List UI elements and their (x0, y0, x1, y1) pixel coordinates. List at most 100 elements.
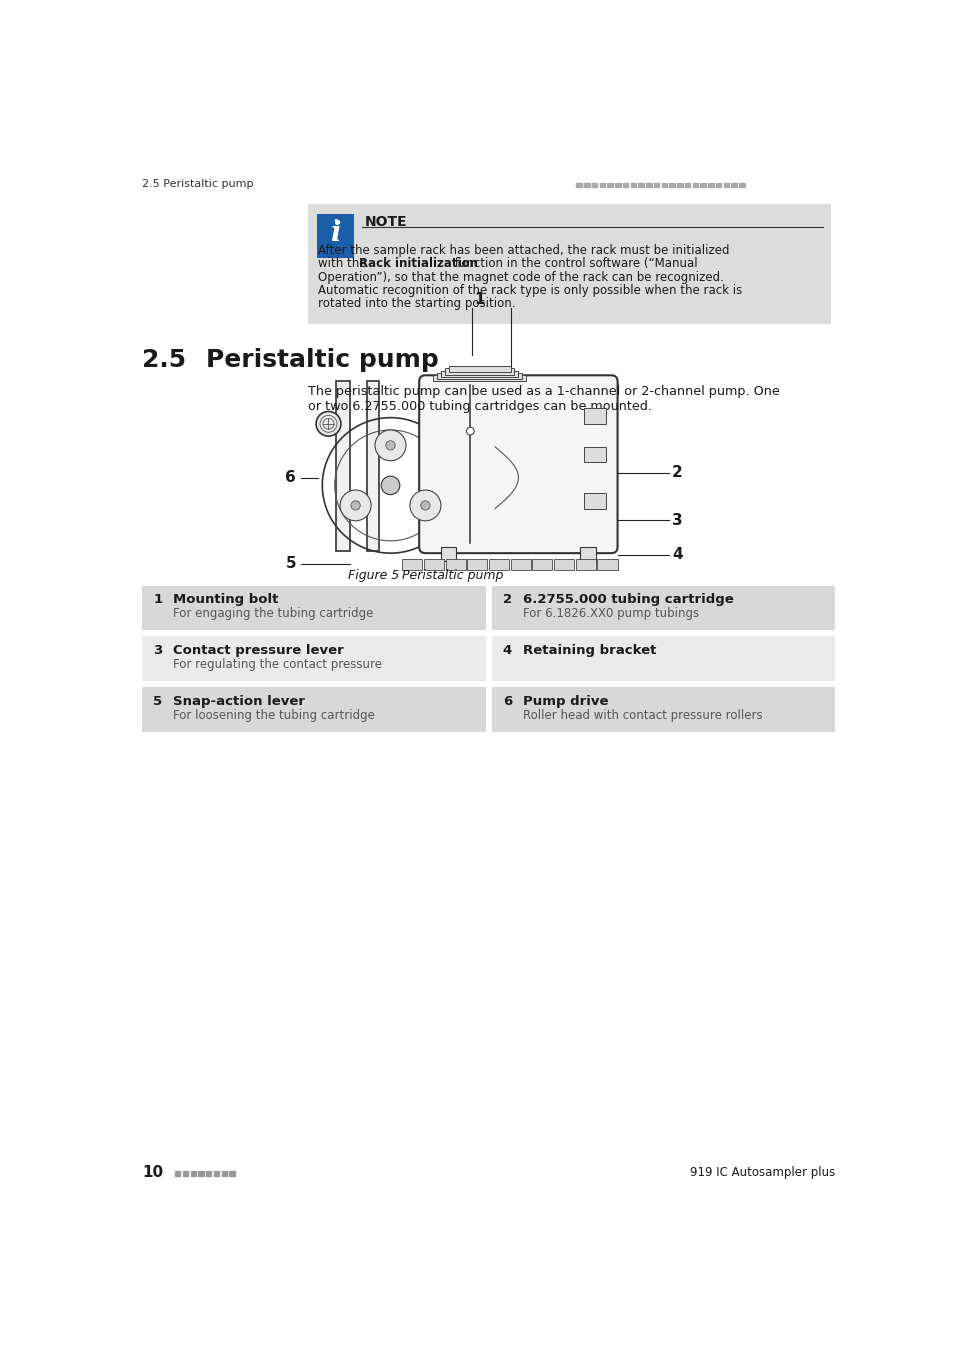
Text: Figure 5: Figure 5 (348, 568, 399, 582)
Text: Retaining bracket: Retaining bracket (522, 644, 656, 657)
Text: with the: with the (318, 258, 371, 270)
Text: Contact pressure lever: Contact pressure lever (173, 644, 344, 657)
Bar (707, 182, 713, 186)
Bar (575, 559, 596, 570)
Text: NOTE: NOTE (365, 215, 407, 230)
Bar (661, 182, 666, 186)
Bar (488, 559, 509, 570)
Bar (440, 371, 517, 377)
Text: 3: 3 (153, 644, 162, 657)
Bar (183, 1170, 188, 1176)
FancyBboxPatch shape (418, 375, 617, 554)
Bar (723, 182, 728, 186)
Bar (607, 182, 612, 186)
Text: For loosening the tubing cartridge: For loosening the tubing cartridge (173, 709, 375, 722)
Text: Peristaltic pump: Peristaltic pump (206, 348, 438, 373)
Circle shape (375, 429, 406, 460)
Bar (444, 369, 514, 374)
Bar (583, 493, 605, 509)
Text: After the sample rack has been attached, the rack must be initialized: After the sample rack has been attached,… (318, 244, 729, 258)
Circle shape (385, 440, 395, 450)
Text: i: i (330, 220, 340, 247)
Bar (229, 1170, 234, 1176)
Text: 6: 6 (502, 695, 512, 707)
Text: Roller head with contact pressure rollers: Roller head with contact pressure roller… (522, 709, 761, 722)
Bar (599, 182, 604, 186)
Bar (731, 182, 736, 186)
Bar (492, 687, 835, 732)
Text: Peristaltic pump: Peristaltic pump (402, 568, 503, 582)
Circle shape (410, 490, 440, 521)
Bar (700, 182, 705, 186)
Bar (692, 182, 698, 186)
Text: 2: 2 (502, 593, 512, 606)
Bar (669, 182, 674, 186)
Bar (433, 375, 525, 382)
Bar (191, 1170, 195, 1176)
Text: Rack initialization: Rack initialization (358, 258, 477, 270)
Text: function in the control software (“Manual: function in the control software (“Manua… (451, 258, 697, 270)
Circle shape (466, 427, 474, 435)
Text: or two 6.2755.000 tubing cartridges can be mounted.: or two 6.2755.000 tubing cartridges can … (307, 400, 651, 413)
Text: 5: 5 (153, 695, 162, 707)
Bar (307, 204, 830, 324)
Text: 4: 4 (502, 644, 512, 657)
Text: 1: 1 (474, 292, 484, 306)
Bar (213, 1170, 219, 1176)
Text: •: • (332, 216, 338, 227)
Bar (716, 182, 720, 186)
Bar (583, 447, 605, 462)
Text: 1: 1 (153, 593, 162, 606)
Text: Snap-action lever: Snap-action lever (173, 695, 305, 707)
Text: 6.2755.000 tubing cartridge: 6.2755.000 tubing cartridge (522, 593, 733, 606)
Text: 2.5: 2.5 (142, 348, 187, 373)
Circle shape (351, 501, 360, 510)
Bar (576, 182, 581, 186)
Text: 919 IC Autosampler plus: 919 IC Autosampler plus (689, 1166, 835, 1179)
Bar (630, 182, 636, 186)
Text: For engaging the tubing cartridge: For engaging the tubing cartridge (173, 608, 374, 620)
Bar (174, 1170, 180, 1176)
Bar (739, 182, 744, 186)
Bar (654, 182, 659, 186)
Bar (615, 182, 620, 186)
Bar (445, 559, 465, 570)
Bar (198, 1170, 204, 1176)
Bar (532, 559, 552, 570)
Bar (206, 1170, 212, 1176)
Circle shape (339, 490, 371, 521)
Bar (402, 559, 422, 570)
Text: The peristaltic pump can be used as a 1-channel or 2-channel pump. One: The peristaltic pump can be used as a 1-… (307, 385, 779, 398)
Bar (467, 559, 487, 570)
Text: 6: 6 (285, 470, 295, 485)
Circle shape (315, 412, 340, 436)
Bar (142, 687, 485, 732)
Bar (436, 373, 521, 379)
Bar (622, 182, 628, 186)
Text: 2.5 Peristaltic pump: 2.5 Peristaltic pump (142, 178, 253, 189)
Bar (510, 559, 530, 570)
Bar (221, 1170, 227, 1176)
Bar (645, 182, 651, 186)
Circle shape (420, 501, 430, 510)
Text: For regulating the contact pressure: For regulating the contact pressure (173, 657, 382, 671)
Bar (583, 182, 589, 186)
Bar (367, 382, 378, 551)
Text: Automatic recognition of the rack type is only possible when the rack is: Automatic recognition of the rack type i… (318, 284, 741, 297)
Text: 4: 4 (671, 547, 681, 562)
Bar (583, 409, 605, 424)
Bar (316, 213, 354, 258)
Bar (638, 182, 643, 186)
Text: rotated into the starting position.: rotated into the starting position. (318, 297, 516, 309)
Text: 2: 2 (671, 464, 681, 481)
Text: Mounting bolt: Mounting bolt (173, 593, 278, 606)
Bar (423, 559, 443, 570)
Bar (684, 182, 690, 186)
Bar (440, 547, 456, 560)
Bar (492, 636, 835, 680)
Bar (597, 559, 617, 570)
Text: 5: 5 (285, 556, 295, 571)
Bar (592, 182, 597, 186)
Bar (448, 366, 510, 373)
Text: 3: 3 (671, 513, 681, 528)
